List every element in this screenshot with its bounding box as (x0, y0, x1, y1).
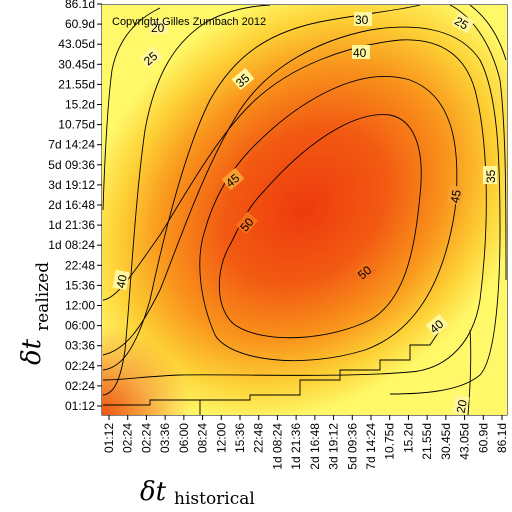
contour-35 (102, 26, 501, 395)
x-tick-label: 06:00 (177, 423, 191, 453)
svg-text:45: 45 (448, 188, 464, 204)
y-tick-label: 7d 14:24 (48, 138, 95, 152)
contour-40 (102, 39, 487, 381)
contour-25 (102, 4, 507, 396)
contour-label-45b: 45 (446, 184, 464, 206)
contour-label-35a: 35 (231, 67, 255, 90)
svg-text:25: 25 (452, 14, 471, 33)
heat-corner (102, 5, 507, 415)
contour-50 (218, 114, 422, 339)
contour-label-20a: 20 (150, 20, 168, 35)
contour-label-50b: 50 (353, 259, 377, 282)
x-axis-title-sub: historical (174, 489, 255, 509)
contour-label-40a: 40 (352, 45, 370, 60)
x-tick-label: 15.2d (401, 423, 415, 453)
x-tick-label: 12:00 (214, 423, 228, 453)
contour-step (199, 329, 441, 415)
x-tick-label: 86.1d (495, 423, 509, 453)
x-tick-label: 22:48 (252, 423, 266, 453)
y-tick-label: 12:00 (65, 299, 95, 313)
x-tick-label: 2d 16:48 (308, 423, 322, 470)
contour-label-40c: 40 (425, 313, 449, 336)
contour-label-25b: 25 (451, 12, 475, 34)
y-tick-label: 1d 08:24 (48, 238, 95, 252)
contour-right (467, 329, 472, 416)
y-tick-label: 22:48 (65, 258, 95, 272)
y-tick-label: 01:12 (65, 399, 95, 413)
x-tick-label: 02:24 (121, 423, 135, 453)
y-tick-label: 2d 16:48 (48, 198, 95, 212)
svg-text:35: 35 (484, 169, 498, 183)
x-axis-title: δt historical (140, 477, 255, 509)
x-tick-label: 3d 19:12 (327, 423, 341, 470)
y-tick-label: 43.05d (58, 37, 95, 51)
contour-label-30: 30 (354, 12, 372, 27)
x-tick-label: 30.45d (439, 423, 453, 460)
x-tick-label: 10.75d (383, 423, 397, 460)
svg-text:20: 20 (151, 21, 165, 35)
contour-label-25a: 25 (139, 45, 163, 68)
y-axis-title-sub: realized (33, 262, 53, 331)
y-tick-label: 60.9d (65, 17, 95, 31)
copyright-text: Copyright Gilles Zumbach 2012 (112, 16, 266, 28)
contour-45 (199, 76, 458, 362)
contour-lines (102, 4, 507, 416)
y-tick-label: 86.1d (65, 0, 95, 11)
x-tick-label: 1d 21:36 (289, 423, 303, 470)
x-tick-label: 21.55d (420, 423, 434, 460)
y-axis-title-main: δt (17, 338, 47, 365)
y-tick-label: 15:36 (65, 278, 95, 292)
svg-text:40: 40 (353, 46, 367, 60)
contour-label-20b: 20 (452, 394, 470, 416)
y-tick-label: 10.75d (58, 118, 95, 132)
contour-labels: 20 25 25 30 35 35 40 40 40 45 45 50 50 2… (112, 12, 498, 416)
contour-label-35b: 35 (483, 166, 498, 184)
x-tick-label: 7d 14:24 (364, 423, 378, 470)
x-tick-label: 43.05d (458, 423, 472, 460)
x-tick-label: 02:24 (139, 423, 153, 453)
svg-text:20: 20 (454, 398, 470, 414)
y-tick-label: 30.45d (58, 57, 95, 71)
y-tick-label: 15.2d (65, 98, 95, 112)
contour-label-40b: 40 (112, 269, 130, 291)
y-tick-label: 3d 19:12 (48, 178, 95, 192)
y-tick-label: 02:24 (65, 379, 95, 393)
x-tick-label: 60.9d (476, 423, 490, 453)
y-tick-label: 5d 09:36 (48, 158, 95, 172)
x-axis: 01:12 02:24 02:24 03:36 06:00 08:24 12:00 15:36… (102, 415, 509, 470)
x-axis-title-main: δt (140, 477, 167, 507)
contour-step-low (103, 399, 200, 406)
x-tick-label: 15:36 (233, 423, 247, 453)
x-tick-label: 1d 08:24 (270, 423, 284, 470)
y-tick-label: 03:36 (65, 339, 95, 353)
y-tick-label: 21.55d (58, 77, 95, 91)
x-tick-label: 5d 09:36 (345, 423, 359, 470)
svg-text:30: 30 (355, 13, 369, 27)
y-axis-title: δt realized (17, 262, 53, 365)
y-axis: 01:12 02:24 02:24 03:36 06:00 12:00 15:36 22:48… (48, 0, 102, 413)
x-tick-label: 01:12 (102, 423, 116, 453)
contour-label-50a: 50 (235, 211, 259, 235)
svg-text:40: 40 (114, 273, 130, 289)
y-tick-label: 06:00 (65, 319, 95, 333)
contour-label-45a: 45 (221, 167, 245, 190)
y-tick-label: 1d 21:36 (48, 218, 95, 232)
y-tick-label: 02:24 (65, 359, 95, 373)
x-tick-label: 03:36 (158, 423, 172, 453)
x-tick-label: 08:24 (196, 423, 210, 453)
contour-20 (102, 7, 161, 211)
